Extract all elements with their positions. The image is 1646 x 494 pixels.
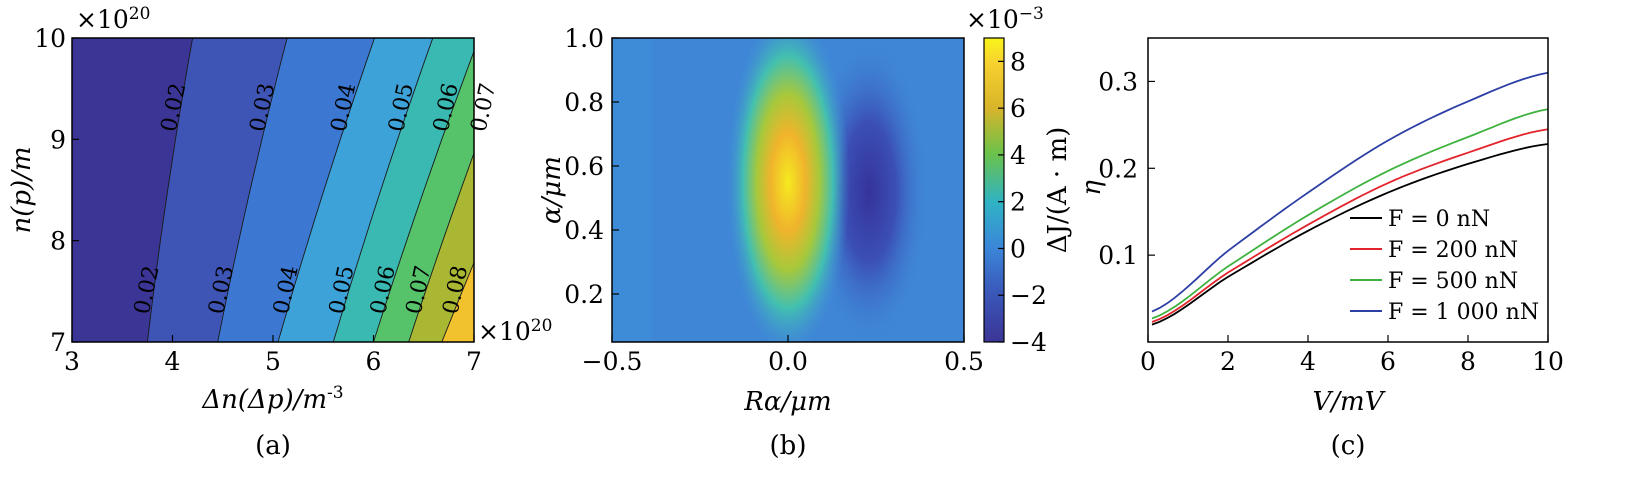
y-tick-label: 0.2 — [1098, 154, 1138, 183]
colorbar-scale-note: ×10−3 — [966, 4, 1044, 34]
x-tick-label: 10 — [1532, 347, 1564, 376]
y-axis-label-c: η — [1077, 180, 1107, 196]
x-tick-label: 4 — [165, 347, 181, 376]
axes-ticks-c: 0 2 4 6 8 10 0.1 0.2 0.3 — [1098, 67, 1564, 376]
y-axis-label-a: n(p)/m — [7, 146, 37, 233]
x-tick-label: 8 — [1460, 347, 1476, 376]
colorbar-tick-label: −4 — [1010, 328, 1047, 357]
y-tick-label: 0.3 — [1098, 67, 1138, 96]
y-tick-label: 0.2 — [564, 280, 604, 309]
x-tick-label: 4 — [1300, 347, 1316, 376]
x-axis-label-a: Δn(Δp)/m-3 — [201, 383, 343, 415]
y-tick-label: 1.0 — [564, 24, 604, 53]
x-tick-label: −0.5 — [582, 347, 643, 376]
heatmap-field — [612, 38, 964, 342]
colorbar-tick-label: 4 — [1010, 141, 1026, 170]
x-tick-label: 0 — [1140, 347, 1156, 376]
contour-line-0 — [146, 38, 194, 342]
caption-a: (a) — [255, 431, 291, 461]
series-line-1 — [1151, 128, 1548, 323]
colorbar — [983, 37, 1005, 343]
x-tick-label: 0.5 — [944, 347, 984, 376]
axes-ticks-a: 3 4 5 6 7 7 8 9 10 — [34, 24, 482, 376]
colorbar-tick-label: −2 — [1010, 281, 1047, 310]
contour-line-3 — [332, 38, 434, 342]
axes-ticks-b: −0.5 0.0 0.5 0.2 0.4 0.6 0.8 1.0 — [564, 24, 984, 376]
y-scale-note-a: ×1020 — [76, 4, 150, 34]
colorbar-ticks: −4 −2 0 2 4 6 8 — [998, 47, 1047, 357]
colorbar-tick-label: 2 — [1010, 188, 1026, 217]
panel-b-heatmap: −0.5 0.0 0.5 0.2 0.4 0.6 0.8 1.0 −4 −2 0 2 4 6 8 ×10−… — [537, 4, 1073, 461]
contour-line-6 — [441, 261, 474, 342]
y-tick-label: 0.6 — [564, 152, 604, 181]
contour-line-4 — [373, 50, 474, 342]
legend-label: F = 500 nN — [1388, 269, 1518, 294]
x-axis-label-b: Rα/μm — [743, 387, 831, 417]
caption-c: (c) — [1331, 431, 1366, 461]
caption-b: (b) — [770, 431, 807, 461]
y-tick-label: 0.8 — [564, 88, 604, 117]
x-tick-label: 6 — [366, 347, 382, 376]
y-tick-label: 7 — [50, 328, 66, 357]
panel-a-contour: 0.02 0.03 0.04 0.05 0.06 0.070.02 0.03 0.04 0.05… — [7, 4, 552, 461]
x-tick-label: 5 — [265, 347, 281, 376]
x-tick-label: 0.0 — [768, 347, 808, 376]
legend: F = 0 nN F = 200 nN F = 500 nN F = 1 000 nN — [1350, 207, 1539, 325]
y-tick-label: 8 — [50, 227, 66, 256]
heatmap-edge-left — [612, 38, 652, 342]
panel-c-line: 0 2 4 6 8 10 0.1 0.2 0.3 F = 0 nN F = 200 nN F = 5… — [1077, 37, 1564, 461]
y-tick-label: 0.4 — [564, 216, 604, 245]
legend-label: F = 200 nN — [1388, 238, 1518, 263]
x-axis-label-c: V/mV — [1313, 387, 1386, 417]
line-series — [1151, 71, 1548, 326]
series-line-3 — [1151, 71, 1548, 313]
colorbar-label: ΔJ/(A · m) — [1043, 127, 1073, 253]
colorbar-tick-label: 8 — [1010, 47, 1026, 76]
y-axis-label-b: α/μm — [537, 156, 567, 224]
colorbar-tick-label: 0 — [1010, 234, 1026, 263]
x-scale-note-a: ×1020 — [478, 316, 552, 346]
contour-line-5 — [408, 151, 474, 342]
x-tick-label: 6 — [1380, 347, 1396, 376]
colorbar-tick-label: 6 — [1010, 94, 1026, 123]
x-tick-label: 7 — [466, 347, 482, 376]
heatmap-peak — [726, 38, 850, 342]
legend-label: F = 0 nN — [1388, 207, 1490, 232]
axes-frame-c — [1147, 37, 1549, 343]
series-line-0 — [1151, 143, 1548, 326]
legend-label: F = 1 000 nN — [1388, 300, 1539, 325]
y-tick-label: 9 — [50, 125, 66, 154]
contour-line-1 — [217, 38, 288, 342]
series-line-2 — [1151, 108, 1548, 320]
x-tick-label: 2 — [1220, 347, 1236, 376]
y-tick-label: 0.1 — [1098, 241, 1138, 270]
y-tick-label: 10 — [34, 24, 66, 53]
contour-lines — [146, 38, 474, 342]
contour-band-0 — [72, 38, 193, 342]
contour-line-2 — [277, 38, 375, 342]
x-tick-label: 3 — [64, 347, 80, 376]
